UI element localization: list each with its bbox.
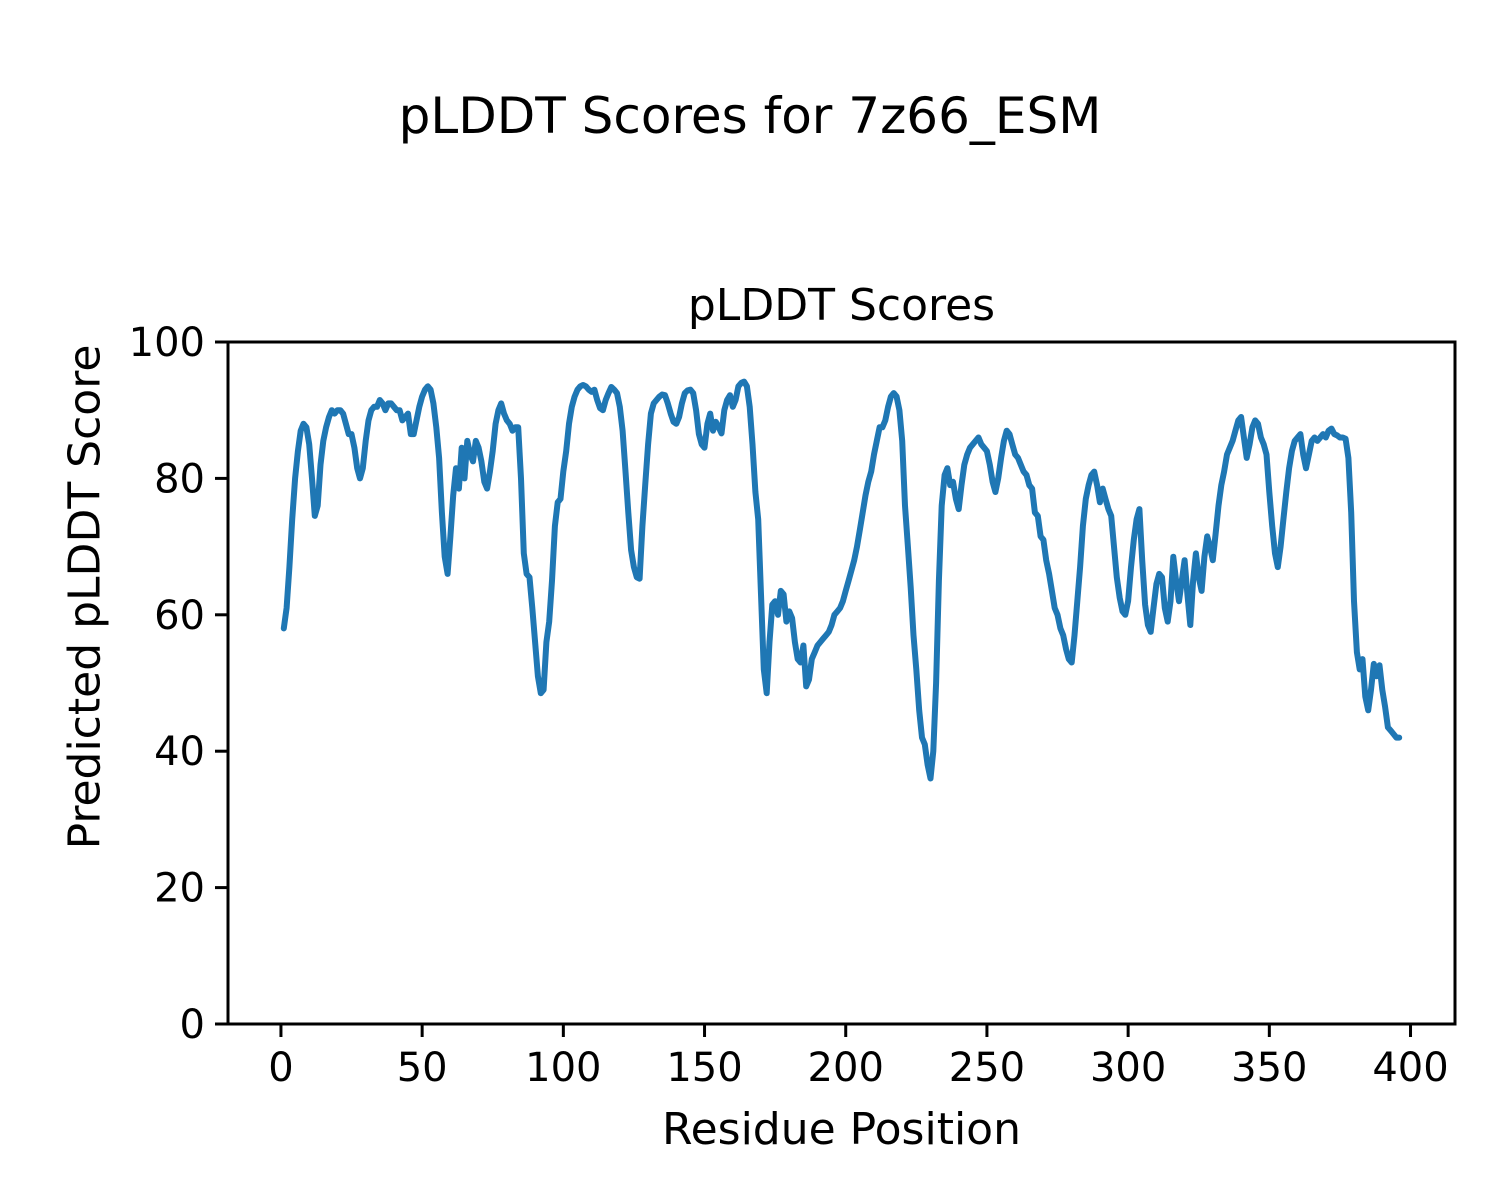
x-tick-label: 200 bbox=[808, 1045, 884, 1091]
x-tick-label: 50 bbox=[397, 1045, 448, 1091]
y-tick-label: 60 bbox=[154, 593, 205, 639]
x-axis-label: Residue Position bbox=[661, 1104, 1021, 1155]
x-tick-label: 400 bbox=[1372, 1045, 1448, 1091]
y-tick-label: 20 bbox=[154, 866, 205, 912]
plddt-line bbox=[280, 378, 1403, 782]
x-tick-label: 100 bbox=[525, 1045, 601, 1091]
y-tick-label: 100 bbox=[129, 320, 205, 366]
x-tick-label: 300 bbox=[1090, 1045, 1166, 1091]
axes-box bbox=[226, 340, 1457, 1026]
x-tick-label: 250 bbox=[949, 1045, 1025, 1091]
x-tick-label: 150 bbox=[666, 1045, 742, 1091]
y-tick-label: 40 bbox=[154, 729, 205, 775]
axes-title: pLDDT Scores bbox=[687, 280, 996, 331]
y-tick-label: 0 bbox=[180, 1002, 205, 1048]
x-tick-label: 350 bbox=[1231, 1045, 1307, 1091]
x-tick-label: 0 bbox=[268, 1045, 293, 1091]
y-tick-label: 80 bbox=[154, 456, 205, 502]
figure-title: pLDDT Scores for 7z66_ESM bbox=[398, 87, 1102, 145]
